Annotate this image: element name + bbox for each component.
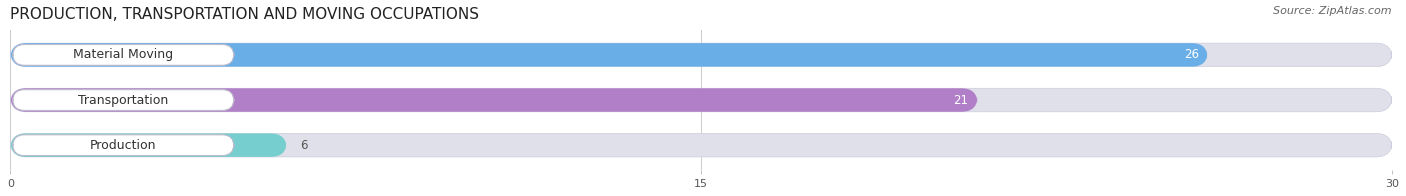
FancyBboxPatch shape xyxy=(13,135,233,156)
Text: Transportation: Transportation xyxy=(79,93,169,107)
FancyBboxPatch shape xyxy=(10,43,1208,67)
Text: Material Moving: Material Moving xyxy=(73,48,173,61)
FancyBboxPatch shape xyxy=(10,88,1392,112)
FancyBboxPatch shape xyxy=(10,133,1392,157)
Text: 26: 26 xyxy=(1184,48,1199,61)
FancyBboxPatch shape xyxy=(10,43,1392,67)
Text: PRODUCTION, TRANSPORTATION AND MOVING OCCUPATIONS: PRODUCTION, TRANSPORTATION AND MOVING OC… xyxy=(10,7,479,22)
Text: Production: Production xyxy=(90,139,156,152)
FancyBboxPatch shape xyxy=(10,88,977,112)
Text: Source: ZipAtlas.com: Source: ZipAtlas.com xyxy=(1274,6,1392,16)
FancyBboxPatch shape xyxy=(13,90,233,110)
Text: 21: 21 xyxy=(953,93,969,107)
FancyBboxPatch shape xyxy=(13,44,233,65)
Text: 6: 6 xyxy=(301,139,308,152)
FancyBboxPatch shape xyxy=(10,133,287,157)
